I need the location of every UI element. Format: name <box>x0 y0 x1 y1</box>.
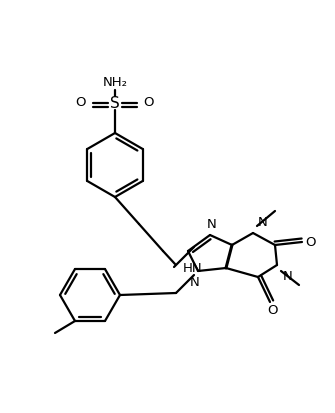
Text: N: N <box>258 216 268 228</box>
Text: S: S <box>110 95 120 111</box>
Text: O: O <box>76 97 86 109</box>
Text: N: N <box>190 275 200 289</box>
Text: N: N <box>207 218 217 232</box>
Text: O: O <box>267 304 277 318</box>
Text: NH₂: NH₂ <box>103 76 128 88</box>
Text: O: O <box>144 97 154 109</box>
Text: O: O <box>305 235 315 249</box>
Text: HN: HN <box>183 263 203 275</box>
Text: N: N <box>283 270 293 282</box>
